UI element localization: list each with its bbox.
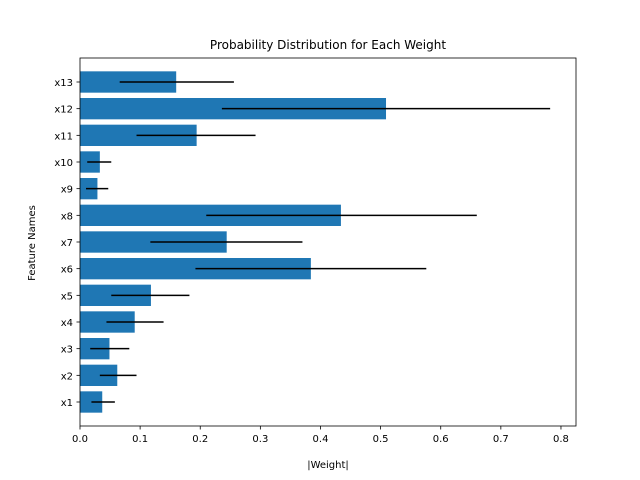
x-tick-label: 0.1 [132, 434, 148, 445]
y-tick-label: x3 [61, 345, 73, 356]
y-tick-label: x4 [61, 318, 73, 329]
x-tick-label: 0.0 [72, 434, 88, 445]
x-tick-label: 0.5 [373, 434, 389, 445]
y-tick-label: x13 [54, 78, 73, 89]
x-tick-label: 0.4 [313, 434, 329, 445]
y-tick-label: x8 [61, 211, 73, 222]
y-tick-label: x11 [54, 131, 73, 142]
y-tick-label: x10 [54, 158, 73, 169]
x-axis-label: |Weight| [307, 460, 349, 471]
x-tick-label: 0.2 [192, 434, 208, 445]
y-tick-label: x2 [61, 371, 73, 382]
chart-title: Probability Distribution for Each Weight [210, 38, 446, 52]
plot-area: 0.0 0.1 0.2 0.3 0.4 0.5 0.6 0.7 0.8 x1 x2 x3 x4 x5 x6 x… [54, 57, 577, 445]
x-tick-label: 0.6 [433, 434, 449, 445]
x-tick-label: 0.3 [252, 434, 268, 445]
y-tick-label: x9 [61, 185, 73, 196]
y-tick-label: x7 [61, 238, 73, 249]
bar-x1 [80, 391, 103, 413]
y-tick-label: x6 [61, 265, 73, 276]
y-tick-label: x12 [54, 105, 73, 116]
y-axis-label: Feature Names [27, 205, 38, 281]
x-tick-label: 0.7 [493, 434, 509, 445]
x-tick-label: 0.8 [553, 434, 569, 445]
y-tick-label: x1 [61, 398, 73, 409]
y-tick-label: x5 [61, 291, 73, 302]
bar-x2 [80, 364, 118, 386]
